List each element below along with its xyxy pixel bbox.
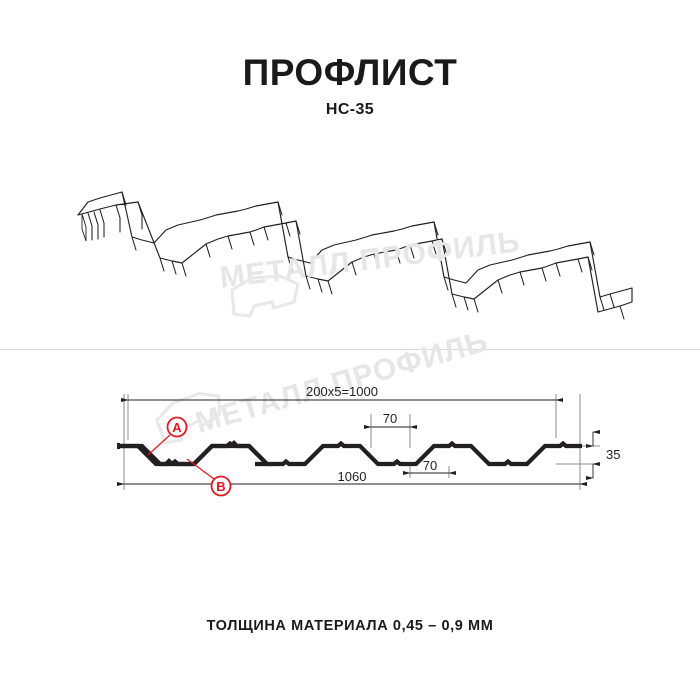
callout-b-label: B [216,479,225,494]
callout-a-circle [166,416,188,438]
dimension-working-width: 200x5=1000 [306,384,378,399]
callout-a-label: A [172,420,182,435]
corrugated-sheet-3d-view [60,180,640,325]
page-title: ПРОФЛИСТ [242,52,458,93]
material-thickness-note: ТОЛЩИНА МАТЕРИАЛА 0,45 – 0,9 ММ [206,618,494,634]
product-code: НС-35 [325,101,375,118]
section-divider [0,349,700,350]
dimension-crest-width: 70 [383,411,397,426]
dimension-profile-height: 35 [606,447,620,462]
dimension-total-width: 1060 [338,469,367,484]
callout-b-circle [210,475,232,497]
dimension-valley-width: 70 [423,458,437,473]
profile-section-drawing: 200x5=1000 70 70 1060 35 A B [90,370,630,500]
